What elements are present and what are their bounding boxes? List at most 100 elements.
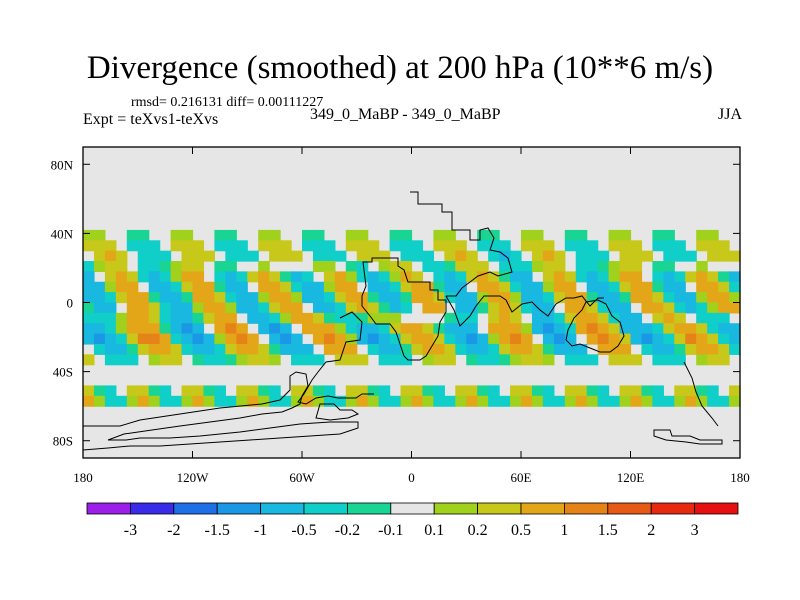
field-cell [674, 240, 686, 252]
field-cell [411, 281, 424, 293]
field-cell [181, 261, 194, 272]
field-cell [126, 302, 139, 314]
field-cell [652, 271, 664, 283]
field-cell [542, 271, 555, 283]
field-cell [466, 250, 478, 262]
field-cell [389, 240, 402, 252]
field-cell [247, 333, 259, 345]
field-cell [312, 385, 325, 397]
field-cell [115, 281, 128, 293]
field-cell [356, 302, 369, 314]
field-cell [729, 343, 741, 355]
field-cell [247, 312, 259, 324]
field-cell [367, 240, 380, 252]
field-cell [553, 343, 566, 355]
field-cell [685, 343, 697, 355]
field-cell [510, 261, 522, 272]
field-cell [181, 229, 194, 241]
field-cell [488, 250, 500, 262]
field-cell [389, 312, 402, 324]
field-cell [181, 302, 194, 314]
field-cell [159, 250, 172, 262]
field-cell [630, 395, 643, 407]
field-cell [389, 292, 402, 304]
field-cell [334, 271, 347, 283]
field-cell [499, 395, 511, 407]
field-cell [280, 312, 292, 324]
field-cell [586, 292, 599, 304]
field-cell [674, 333, 686, 345]
colorbar-label: 3 [691, 522, 699, 539]
field-cell [367, 333, 380, 345]
field-cell [488, 302, 500, 314]
field-cell [280, 250, 292, 262]
field-cell [597, 250, 610, 262]
colorbar-label: -3 [124, 522, 137, 539]
field-cell [203, 312, 215, 324]
field-cell [280, 302, 292, 314]
field-cell [356, 229, 369, 241]
field-cell [170, 323, 183, 335]
field-cell [477, 240, 489, 252]
field-cell [192, 312, 205, 324]
y-tick-label: 40S [53, 365, 73, 380]
field-cell [553, 261, 566, 272]
field-cell [302, 281, 314, 293]
field-cell [214, 312, 226, 324]
field-cell [378, 292, 391, 304]
field-cell [115, 312, 128, 324]
field-cell [378, 281, 391, 293]
field-cell [345, 302, 358, 314]
field-cell [630, 261, 643, 272]
field-cell [586, 261, 599, 272]
field-cell [334, 281, 347, 293]
field-cell [214, 385, 226, 397]
field-cell [674, 385, 686, 397]
field-cell [225, 343, 237, 355]
field-cell [499, 261, 511, 272]
field-cell [455, 292, 467, 304]
field-cell [707, 281, 719, 293]
field-cell [652, 312, 664, 324]
field-cell [203, 343, 215, 355]
field-cell [148, 312, 161, 324]
field-cell [192, 281, 205, 293]
field-cell [389, 333, 402, 345]
colorbar-label: 0.2 [468, 522, 488, 539]
field-cell [564, 302, 577, 314]
field-cell [312, 240, 325, 252]
field-cell [115, 292, 128, 304]
field-cell [115, 343, 128, 355]
field-cell [718, 395, 730, 407]
field-cell [564, 323, 577, 335]
field-cell [181, 385, 194, 397]
field-cell [586, 354, 599, 366]
field-cell [148, 323, 161, 335]
field-cell [192, 250, 205, 262]
field-cell [214, 271, 226, 283]
field-cell [564, 240, 577, 252]
field-cell [575, 354, 588, 366]
field-cell [564, 395, 577, 407]
field-cell [126, 271, 139, 283]
field-cell [455, 312, 467, 324]
field-cell [247, 343, 259, 355]
field-cell [126, 395, 139, 407]
field-cell [159, 312, 172, 324]
field-cell [411, 271, 424, 283]
field-cell [214, 302, 226, 314]
field-cell [707, 292, 719, 304]
field-cell [696, 302, 708, 314]
field-cell [192, 240, 205, 252]
field-cell [126, 312, 139, 324]
field-cell [685, 395, 697, 407]
field-cell [608, 292, 621, 304]
field-cell [652, 229, 664, 241]
field-cell [685, 385, 697, 397]
field-cell [597, 323, 610, 335]
field-cell [312, 281, 325, 293]
field-cell [531, 250, 544, 262]
colorbar-label: 0.1 [424, 522, 444, 539]
field-cell [663, 333, 675, 345]
